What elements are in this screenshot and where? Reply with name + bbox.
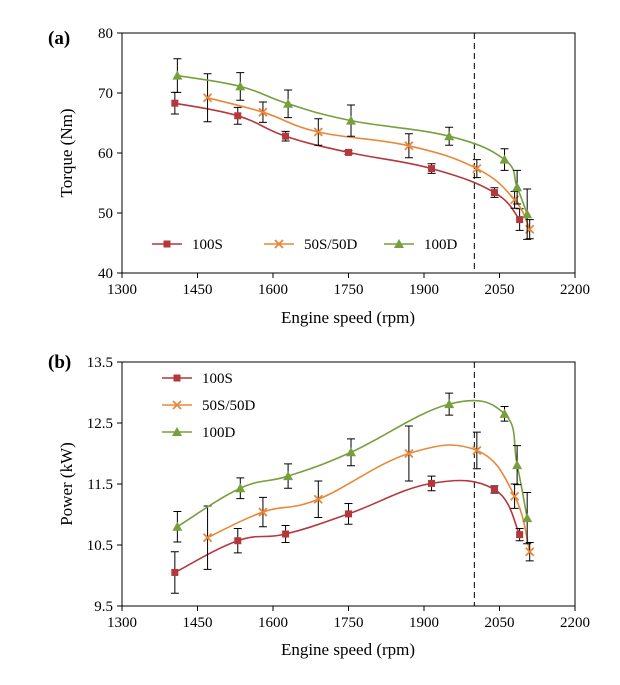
panel-a-label: (a) bbox=[48, 28, 70, 49]
panel-a-data-point bbox=[202, 93, 213, 103]
panel-a-data-point bbox=[428, 165, 436, 173]
panel-a-y-tick-label: 50 bbox=[98, 206, 113, 222]
panel-b-x-tick-label: 2050 bbox=[485, 615, 515, 631]
panel-a-x-tick-label: 1450 bbox=[183, 282, 213, 298]
panel-b-data-point bbox=[525, 547, 535, 557]
panel-a-legend-marker bbox=[394, 239, 404, 248]
panel-b-y-tick-label: 11.5 bbox=[87, 477, 113, 493]
panel-b-y-tick-label: 9.5 bbox=[94, 599, 113, 615]
panel-a-data-point bbox=[346, 115, 357, 125]
panel-b-data-point bbox=[345, 510, 352, 518]
panel-a-data-point bbox=[490, 189, 498, 197]
panel-a-y-tick-label: 40 bbox=[98, 266, 113, 282]
panel-b-x-tick-label: 1450 bbox=[183, 615, 213, 631]
panel-b-series-line bbox=[176, 399, 528, 528]
panel-b-data-point bbox=[346, 447, 357, 457]
panel-b-data-point bbox=[282, 530, 290, 538]
panel-a-legend-marker bbox=[163, 240, 171, 248]
panel-b-y-tick-label: 10.5 bbox=[87, 538, 113, 554]
panel-a-data-point bbox=[258, 107, 268, 117]
panel-b-data-point bbox=[235, 483, 246, 493]
panel-a-legend-marker bbox=[274, 239, 284, 249]
panel-a-x-axis-title: Engine speed (rpm) bbox=[281, 308, 415, 327]
panel-a-data-point bbox=[234, 112, 242, 120]
panel-b-data-point bbox=[283, 471, 294, 481]
panel-a-y-axis-title: Torque (Nm) bbox=[57, 109, 76, 198]
panel-b-legend-marker bbox=[172, 427, 182, 436]
panel-b-legend-label: 100D bbox=[202, 425, 236, 441]
panel-a-data-point bbox=[522, 209, 533, 219]
panel-a-series-line bbox=[207, 97, 531, 230]
panel-b-y-axis-title: Power (kW) bbox=[57, 442, 76, 526]
panel-b-legend-label: 50S/50D bbox=[202, 398, 256, 414]
panel-b-x-tick-label: 1300 bbox=[107, 615, 137, 631]
panel-b-y-tick-label: 13.5 bbox=[87, 355, 113, 371]
panel-a-data-point bbox=[516, 216, 524, 224]
panel-a-data-point bbox=[235, 81, 246, 91]
panel-b-data-point bbox=[499, 408, 510, 418]
panel-b-data-point bbox=[522, 513, 533, 523]
panel-b-data-point bbox=[490, 485, 498, 493]
panel-b-data-point bbox=[313, 494, 323, 504]
panel-b-legend-label: 100S bbox=[202, 371, 233, 387]
panel-b-label: (b) bbox=[48, 352, 71, 373]
panel-a-data-point bbox=[512, 182, 523, 192]
panel-a-data-point bbox=[404, 141, 414, 151]
panel-b-series-line bbox=[174, 479, 521, 574]
panel-a: (a) Engine speed (rpm) Torque (Nm) 1300 1… bbox=[48, 26, 590, 327]
panel-a-x-tick-label: 2050 bbox=[485, 282, 515, 298]
panel-a-series-line bbox=[174, 102, 521, 221]
panel-b-data-point bbox=[509, 491, 520, 501]
panel-b: (b) Engine speed (rpm) Power (kW) 1300 14… bbox=[48, 352, 590, 659]
panel-b-marks: 1300 1450 1600 1750 1900 2050 2200 9.5 10.5 11.5 1… bbox=[87, 355, 590, 631]
panel-a-data-point bbox=[499, 154, 510, 164]
panel-a-y-tick-label: 60 bbox=[98, 146, 113, 162]
panel-b-x-tick-label: 1750 bbox=[334, 615, 364, 631]
panel-a-legend-label: 100D bbox=[424, 237, 458, 253]
panel-a-data-point bbox=[283, 98, 294, 108]
panel-b-x-tick-label: 2200 bbox=[560, 615, 590, 631]
panel-a-data-point bbox=[444, 131, 455, 141]
panel-b-x-axis-title: Engine speed (rpm) bbox=[281, 640, 415, 659]
panel-a-marks: 1300 1450 1600 1750 1900 2050 2200 40 50 60 70 80 10… bbox=[98, 26, 590, 298]
panel-a-x-tick-label: 1300 bbox=[107, 282, 137, 298]
panel-a-data-point bbox=[282, 132, 290, 140]
panel-b-data-point bbox=[512, 460, 523, 470]
panel-b-data-point bbox=[202, 533, 213, 543]
panel-b-data-point bbox=[516, 531, 524, 539]
panel-a-x-tick-label: 2200 bbox=[560, 282, 590, 298]
panel-b-series-line bbox=[207, 444, 531, 552]
panel-b-data-point bbox=[472, 445, 482, 456]
panel-b-data-point bbox=[444, 399, 455, 409]
panel-a-x-tick-label: 1750 bbox=[334, 282, 364, 298]
panel-a-data-point bbox=[472, 163, 482, 174]
panel-a-y-tick-label: 70 bbox=[98, 86, 113, 102]
panel-b-data-point bbox=[428, 479, 436, 487]
panel-b-data-point bbox=[171, 568, 179, 576]
panel-a-data-point bbox=[313, 127, 323, 137]
panel-b-data-point bbox=[258, 507, 268, 517]
panel-a-series-line bbox=[177, 74, 528, 215]
panel-b-data-point bbox=[172, 521, 183, 531]
panel-b-data-point bbox=[404, 448, 414, 459]
panel-a-data-point bbox=[345, 148, 352, 156]
panel-a-data-point bbox=[171, 99, 179, 107]
panel-a-x-tick-label: 1600 bbox=[258, 282, 288, 298]
panel-b-legend-marker bbox=[172, 400, 182, 410]
panel-a-data-point bbox=[172, 70, 183, 80]
panel-b-y-tick-label: 12.5 bbox=[87, 416, 113, 432]
panel-b-legend-marker bbox=[173, 374, 181, 382]
panel-b-x-tick-label: 1900 bbox=[409, 615, 439, 631]
panel-b-data-point bbox=[234, 537, 242, 545]
panel-a-legend-label: 50S/50D bbox=[304, 237, 358, 253]
panel-b-x-tick-label: 1600 bbox=[258, 615, 288, 631]
panel-a-y-tick-label: 80 bbox=[98, 26, 113, 42]
panel-a-legend-label: 100S bbox=[192, 237, 223, 253]
panel-a-x-tick-label: 1900 bbox=[409, 282, 439, 298]
